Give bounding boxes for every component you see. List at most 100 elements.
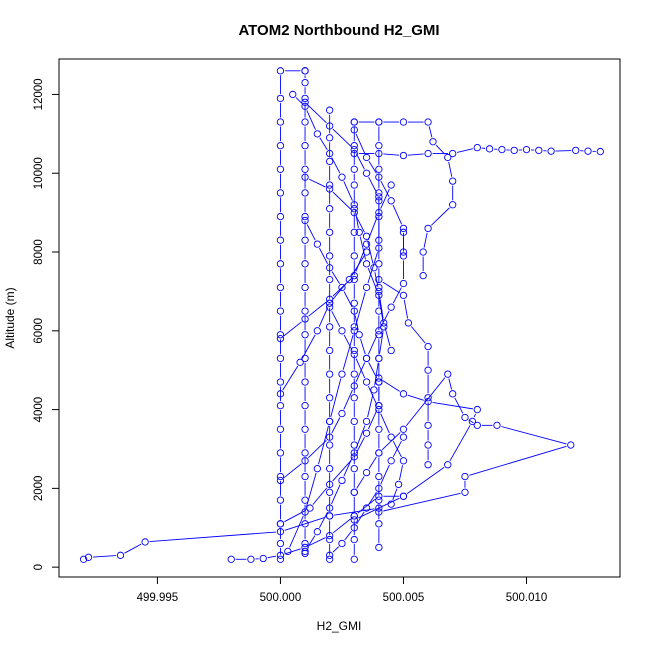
data-point: [362, 468, 371, 477]
data-point: [289, 90, 297, 99]
data-point: [326, 157, 334, 166]
series-line-segment: [382, 281, 400, 294]
series-line-segment: [307, 535, 316, 548]
series-line-segment: [308, 301, 327, 317]
data-point: [350, 149, 358, 158]
series-line-segment: [319, 511, 328, 528]
data-point: [362, 283, 371, 292]
data-point: [461, 413, 469, 422]
data-point: [350, 307, 358, 315]
data-point: [326, 394, 334, 402]
series-line-segment: [368, 177, 378, 194]
data-point: [424, 342, 432, 351]
data-point: [362, 504, 371, 512]
data-point: [326, 122, 334, 130]
series-line-segment: [343, 389, 353, 410]
data-point: [326, 185, 334, 193]
series-line-segment: [343, 291, 353, 308]
series-line-segment: [355, 153, 365, 170]
series-line-segment: [431, 207, 450, 226]
data-point: [326, 264, 334, 272]
series-22: [350, 126, 408, 256]
data-point: [301, 216, 309, 225]
series-3: [326, 106, 334, 563]
series-line-segment: [308, 178, 326, 188]
data-point: [284, 547, 292, 556]
data-point: [424, 118, 432, 126]
data-point: [350, 142, 358, 150]
series-line-segment: [319, 247, 328, 264]
data-point: [301, 549, 309, 558]
y-tick-label: 4000: [33, 397, 45, 423]
series-line-segment: [318, 307, 329, 327]
data-point: [375, 472, 383, 481]
data-point: [350, 465, 358, 473]
data-point: [276, 425, 285, 433]
data-point: [375, 165, 383, 173]
data-point: [350, 275, 358, 284]
x-tick-label: 500.005: [383, 592, 425, 604]
data-point: [276, 118, 285, 126]
data-point: [301, 94, 309, 103]
data-point: [306, 504, 314, 512]
data-point: [301, 315, 309, 323]
data-point: [375, 496, 383, 504]
data-point: [326, 299, 334, 307]
data-point: [399, 390, 408, 398]
plot-area: [79, 67, 604, 563]
data-point: [350, 382, 358, 390]
x-tick-label: 500.000: [260, 592, 302, 604]
series-line-segment: [380, 464, 390, 485]
data-point: [362, 378, 371, 386]
data-point: [387, 457, 395, 465]
data-point: [375, 244, 383, 252]
data-point: [399, 492, 408, 500]
data-point: [370, 386, 378, 394]
data-point: [276, 67, 285, 75]
series-line-segment: [332, 459, 352, 482]
data-point: [276, 165, 285, 173]
series-line-segment: [355, 216, 365, 233]
series-line-segment: [284, 509, 307, 523]
data-point: [301, 78, 309, 87]
data-point: [301, 118, 309, 126]
data-point: [375, 449, 383, 457]
series-line-segment: [410, 326, 426, 344]
data-point: [375, 173, 383, 181]
series-line-segment: [367, 409, 378, 430]
data-point: [375, 275, 383, 284]
data-point: [461, 472, 469, 481]
series-line-segment: [381, 432, 401, 451]
data-point: [301, 472, 309, 481]
data-point: [326, 346, 334, 355]
x-axis-label: H2_GMI: [317, 619, 362, 633]
data-point: [424, 149, 432, 158]
data-point: [276, 551, 285, 559]
data-point: [375, 193, 383, 201]
series-line-segment: [355, 358, 366, 379]
y-tick-label: 12000: [33, 78, 45, 110]
data-point: [419, 272, 427, 280]
data-point: [276, 496, 285, 504]
data-point: [387, 197, 395, 205]
data-point: [301, 539, 309, 548]
series-line-segment: [367, 394, 374, 418]
series-line-segment: [405, 377, 446, 427]
data-point: [375, 142, 383, 150]
data-point: [350, 555, 358, 563]
data-point: [404, 319, 413, 327]
data-point: [313, 130, 322, 138]
series-line-segment: [448, 378, 453, 390]
data-point: [375, 504, 383, 512]
series-line-segment: [124, 543, 142, 554]
data-point: [301, 173, 309, 181]
series-line-segment: [301, 334, 316, 359]
series-line-segment: [343, 456, 353, 477]
data-point: [387, 303, 395, 311]
series-line-segment: [432, 401, 473, 410]
data-point: [301, 354, 309, 363]
data-point: [350, 488, 358, 496]
data-point: [350, 181, 358, 189]
series-line-segment: [355, 425, 366, 449]
series-line-segment: [392, 488, 398, 501]
